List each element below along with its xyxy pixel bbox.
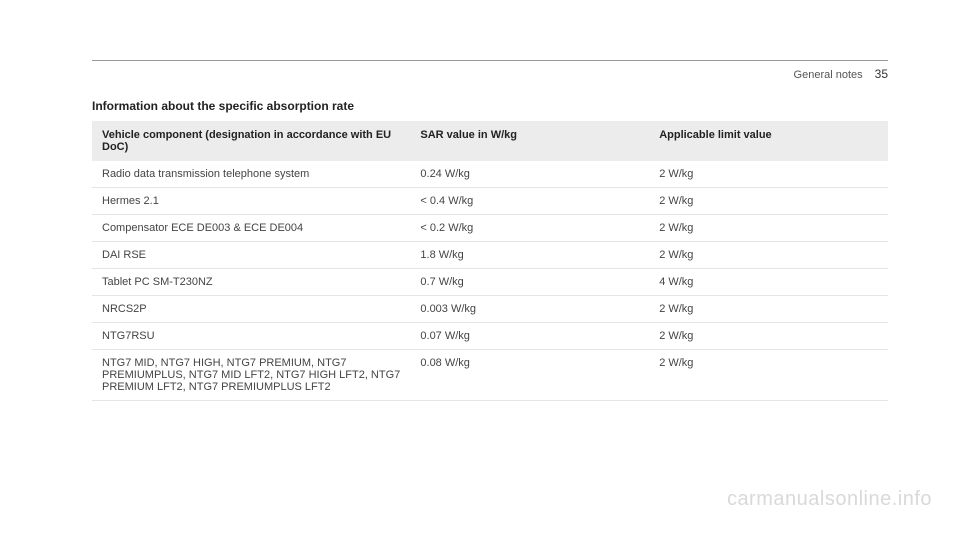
cell-sar: 0.24 W/kg	[410, 161, 649, 188]
table-row: Hermes 2.1 < 0.4 W/kg 2 W/kg	[92, 188, 888, 215]
cell-component: Tablet PC SM-T230NZ	[92, 269, 410, 296]
sar-table: Vehicle component (designation in accord…	[92, 121, 888, 401]
cell-component: NTG7RSU	[92, 323, 410, 350]
table-row: Compensator ECE DE003 & ECE DE004 < 0.2 …	[92, 215, 888, 242]
cell-component: DAI RSE	[92, 242, 410, 269]
cell-limit: 2 W/kg	[649, 296, 888, 323]
col-header-limit: Applicable limit value	[649, 121, 888, 161]
cell-limit: 2 W/kg	[649, 161, 888, 188]
section-name: General notes	[794, 69, 863, 81]
cell-limit: 2 W/kg	[649, 188, 888, 215]
cell-sar: 0.003 W/kg	[410, 296, 649, 323]
cell-sar: 1.8 W/kg	[410, 242, 649, 269]
cell-component: NTG7 MID, NTG7 HIGH, NTG7 PREMIUM, NTG7 …	[92, 350, 410, 401]
page-header: General notes 35	[92, 67, 888, 81]
table-row: NTG7RSU 0.07 W/kg 2 W/kg	[92, 323, 888, 350]
cell-limit: 4 W/kg	[649, 269, 888, 296]
cell-sar: 0.08 W/kg	[410, 350, 649, 401]
table-row: DAI RSE 1.8 W/kg 2 W/kg	[92, 242, 888, 269]
cell-sar: 0.07 W/kg	[410, 323, 649, 350]
table-body: Radio data transmission telephone system…	[92, 161, 888, 401]
col-header-component: Vehicle component (designation in accord…	[92, 121, 410, 161]
table-row: Radio data transmission telephone system…	[92, 161, 888, 188]
cell-limit: 2 W/kg	[649, 323, 888, 350]
table-header-row: Vehicle component (designation in accord…	[92, 121, 888, 161]
page-number: 35	[875, 67, 888, 81]
watermark: carmanualsonline.info	[727, 488, 932, 511]
cell-component: Compensator ECE DE003 & ECE DE004	[92, 215, 410, 242]
cell-component: NRCS2P	[92, 296, 410, 323]
cell-limit: 2 W/kg	[649, 350, 888, 401]
header-divider	[92, 60, 888, 61]
cell-sar: < 0.4 W/kg	[410, 188, 649, 215]
cell-limit: 2 W/kg	[649, 215, 888, 242]
cell-limit: 2 W/kg	[649, 242, 888, 269]
table-row: Tablet PC SM-T230NZ 0.7 W/kg 4 W/kg	[92, 269, 888, 296]
table-row: NTG7 MID, NTG7 HIGH, NTG7 PREMIUM, NTG7 …	[92, 350, 888, 401]
cell-sar: 0.7 W/kg	[410, 269, 649, 296]
cell-component: Radio data transmission telephone system	[92, 161, 410, 188]
section-title: Information about the specific absorptio…	[92, 99, 888, 113]
cell-sar: < 0.2 W/kg	[410, 215, 649, 242]
cell-component: Hermes 2.1	[92, 188, 410, 215]
table-row: NRCS2P 0.003 W/kg 2 W/kg	[92, 296, 888, 323]
col-header-sar: SAR value in W/kg	[410, 121, 649, 161]
